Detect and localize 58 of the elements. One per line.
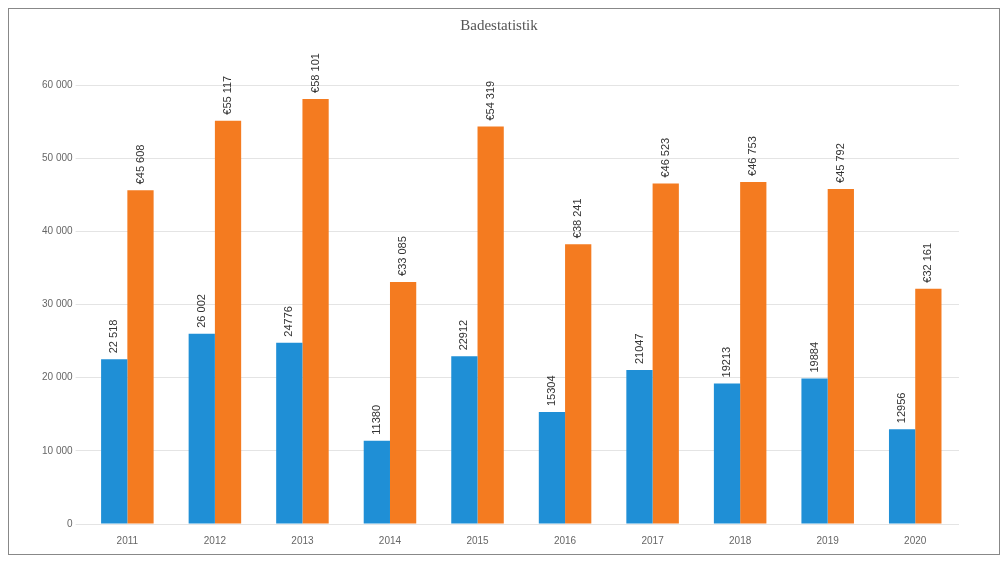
- x-tick-label: 2016: [553, 534, 577, 546]
- bar: [801, 378, 828, 524]
- x-tick-label: 2013: [291, 534, 314, 546]
- bar: [188, 333, 215, 524]
- data-label: €54 319: [483, 80, 496, 121]
- data-label: 12956: [895, 392, 908, 424]
- data-label: 19884: [807, 341, 820, 373]
- bar: [538, 412, 566, 524]
- y-tick-label: 10 000: [41, 444, 74, 456]
- bar: [302, 98, 329, 524]
- data-label: €58 101: [308, 53, 321, 93]
- x-tick-label: 2018: [729, 534, 752, 546]
- data-label: 19213: [720, 346, 733, 378]
- bar: [888, 429, 916, 524]
- y-tick-label: 20 000: [41, 371, 74, 383]
- x-tick-label: 2015: [466, 534, 490, 546]
- bar: [626, 370, 653, 524]
- x-tick-label: 2017: [641, 534, 665, 546]
- bar: [389, 281, 417, 524]
- x-tick-label: 2019: [816, 534, 840, 546]
- bar: [451, 356, 478, 524]
- data-label: €45 792: [833, 143, 846, 183]
- chart-title: Badestatistik: [460, 16, 539, 33]
- bar: [214, 120, 242, 524]
- x-tick-label: 2020: [904, 534, 927, 546]
- data-label: €33 085: [396, 236, 409, 276]
- x-tick-label: 2011: [116, 534, 139, 546]
- bar: [127, 190, 154, 524]
- bar: [565, 244, 592, 524]
- data-label: €38 241: [571, 198, 584, 239]
- bar: [477, 126, 504, 524]
- y-tick-label: 30 000: [41, 298, 74, 310]
- y-tick-label: 0: [67, 517, 74, 529]
- x-tick-label: 2014: [378, 534, 402, 546]
- data-label: €46 753: [746, 136, 759, 176]
- data-label: 15304: [544, 375, 557, 407]
- data-label: €45 608: [133, 144, 146, 185]
- data-label: 11380: [369, 404, 382, 435]
- bar: [363, 440, 390, 524]
- y-tick-label: 50 000: [41, 151, 74, 163]
- bar: [652, 183, 679, 524]
- data-label: 26 002: [194, 294, 207, 328]
- data-label: €46 523: [658, 137, 671, 178]
- x-tick-label: 2012: [203, 534, 227, 546]
- data-label: 24776: [282, 306, 295, 337]
- data-label: 22912: [457, 319, 470, 351]
- bar: [827, 188, 854, 524]
- data-label: 22 518: [107, 319, 120, 354]
- data-label: €32 161: [921, 242, 934, 283]
- y-tick-label: 40 000: [41, 225, 74, 237]
- bar: [276, 342, 303, 524]
- y-tick-label: 60 000: [41, 78, 74, 90]
- bar: [713, 383, 741, 524]
- bar: [915, 288, 942, 524]
- bar: [101, 359, 128, 524]
- data-label: €55 117: [221, 75, 234, 115]
- data-label: 21047: [632, 333, 645, 365]
- bar: [740, 181, 767, 524]
